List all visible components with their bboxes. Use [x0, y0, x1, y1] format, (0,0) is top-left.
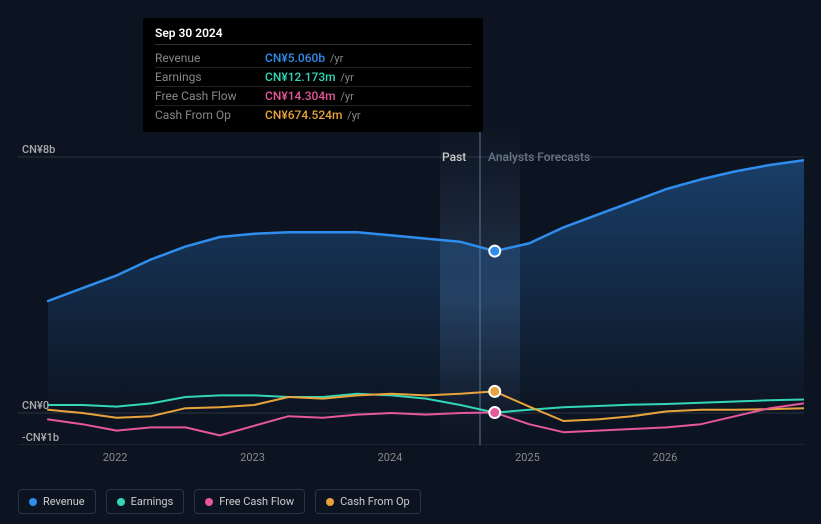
legend-item-label: Free Cash Flow	[219, 495, 294, 508]
legend-dot-icon	[326, 498, 334, 506]
tooltip-row-label: Earnings	[155, 68, 265, 87]
tooltip-row-label: Free Cash Flow	[155, 87, 265, 106]
x-axis-tick-label: 2025	[515, 451, 540, 464]
y-axis-tick-label: -CN¥1b	[22, 431, 59, 444]
chart-legend: Revenue Earnings Free Cash Flow Cash From O…	[18, 489, 421, 514]
chart-area[interactable]	[18, 120, 804, 445]
legend-dot-icon	[117, 498, 125, 506]
legend-item[interactable]: Free Cash Flow	[194, 489, 305, 514]
legend-item-label: Cash From Op	[340, 495, 410, 508]
x-axis-tick-label: 2024	[378, 451, 403, 464]
y-axis-tick-label: CN¥8b	[22, 143, 55, 156]
tooltip-row: EarningsCN¥12.173m /yr	[155, 68, 471, 87]
x-axis-tick-label: 2023	[240, 451, 265, 464]
legend-item[interactable]: Earnings	[106, 489, 185, 514]
chart-tooltip: Sep 30 2024 RevenueCN¥5.060b /yrEarnings…	[143, 18, 483, 132]
y-axis-tick-label: CN¥0	[22, 399, 49, 412]
legend-item-label: Earnings	[131, 495, 174, 508]
tooltip-row: Cash From OpCN¥674.524m /yr	[155, 106, 471, 125]
tooltip-row-value: CN¥14.304m /yr	[265, 87, 471, 106]
x-axis-tick-label: 2026	[653, 451, 678, 464]
chart-svg	[18, 120, 804, 445]
legend-item[interactable]: Cash From Op	[315, 489, 421, 514]
tooltip-row-label: Cash From Op	[155, 106, 265, 125]
tooltip-date: Sep 30 2024	[155, 26, 471, 45]
tooltip-row-label: Revenue	[155, 49, 265, 68]
tooltip-row-value: CN¥674.524m /yr	[265, 106, 471, 125]
legend-dot-icon	[29, 498, 37, 506]
tooltip-row: Free Cash FlowCN¥14.304m /yr	[155, 87, 471, 106]
tooltip-row: RevenueCN¥5.060b /yr	[155, 49, 471, 68]
legend-dot-icon	[205, 498, 213, 506]
section-label-forecast: Analysts Forecasts	[488, 150, 590, 164]
legend-item-label: Revenue	[43, 495, 85, 508]
legend-item[interactable]: Revenue	[18, 489, 96, 514]
tooltip-row-value: CN¥12.173m /yr	[265, 68, 471, 87]
tooltip-table: RevenueCN¥5.060b /yrEarningsCN¥12.173m /…	[155, 49, 471, 124]
tooltip-row-value: CN¥5.060b /yr	[265, 49, 471, 68]
x-axis-tick-label: 2022	[103, 451, 128, 464]
section-label-past: Past	[442, 150, 466, 164]
